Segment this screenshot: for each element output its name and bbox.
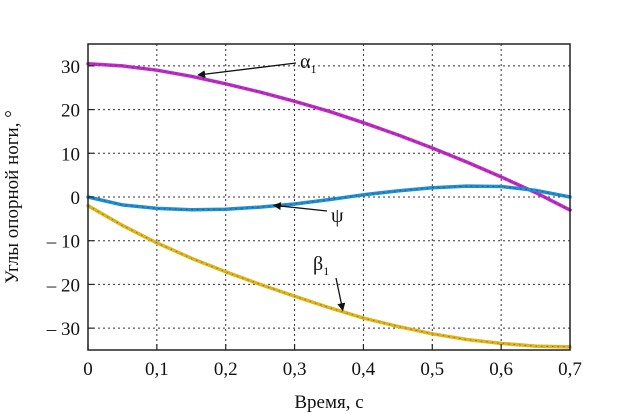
x-tick-label: 0,7	[558, 359, 582, 380]
x-tick-label: 0,6	[489, 359, 513, 380]
series-name: α	[300, 51, 311, 73]
series-layer	[86, 61, 572, 349]
series-label-0: α1	[300, 51, 316, 76]
x-tick-label: 0,1	[145, 359, 169, 380]
ticks: 0 0,1 0,2 0,3 0,4 0,5 0,6 0,7 30 20 10 0 – 10 – 20 – 3…	[46, 57, 582, 380]
series-markers-1	[87, 185, 571, 211]
x-axis-label: Время, с	[294, 392, 363, 413]
y-tick-label: 30	[61, 57, 80, 78]
series-subscript: 1	[323, 264, 329, 278]
series-label-arrow-2	[335, 277, 346, 312]
y-tick-label: 10	[61, 144, 80, 165]
series-line-1	[86, 184, 572, 212]
y-tick-label: – 20	[46, 275, 80, 296]
series-label-1: ψ	[331, 205, 344, 227]
y-tick-label: 20	[61, 101, 80, 122]
series-label-arrow-1	[272, 202, 328, 212]
series-markers-0	[87, 63, 571, 211]
x-tick-label: 0,3	[283, 359, 307, 380]
x-tick-label: 0	[83, 359, 93, 380]
series-name: ψ	[331, 205, 344, 227]
y-tick-label: 0	[71, 188, 81, 209]
y-tick-label: – 10	[46, 232, 80, 253]
x-tick-label: 0,5	[420, 359, 444, 380]
x-tick-label: 0,2	[214, 359, 238, 380]
series-line-2	[86, 203, 572, 349]
y-tick-label: – 30	[46, 319, 80, 340]
series-name: β	[313, 253, 323, 275]
grid	[88, 44, 570, 350]
series-label-2: β1	[313, 253, 329, 278]
series-label-arrow-0	[197, 62, 297, 79]
y-axis-label: Углы опорной ноги, °	[2, 110, 23, 284]
x-tick-label: 0,4	[352, 359, 376, 380]
series-subscript: 1	[310, 62, 316, 76]
